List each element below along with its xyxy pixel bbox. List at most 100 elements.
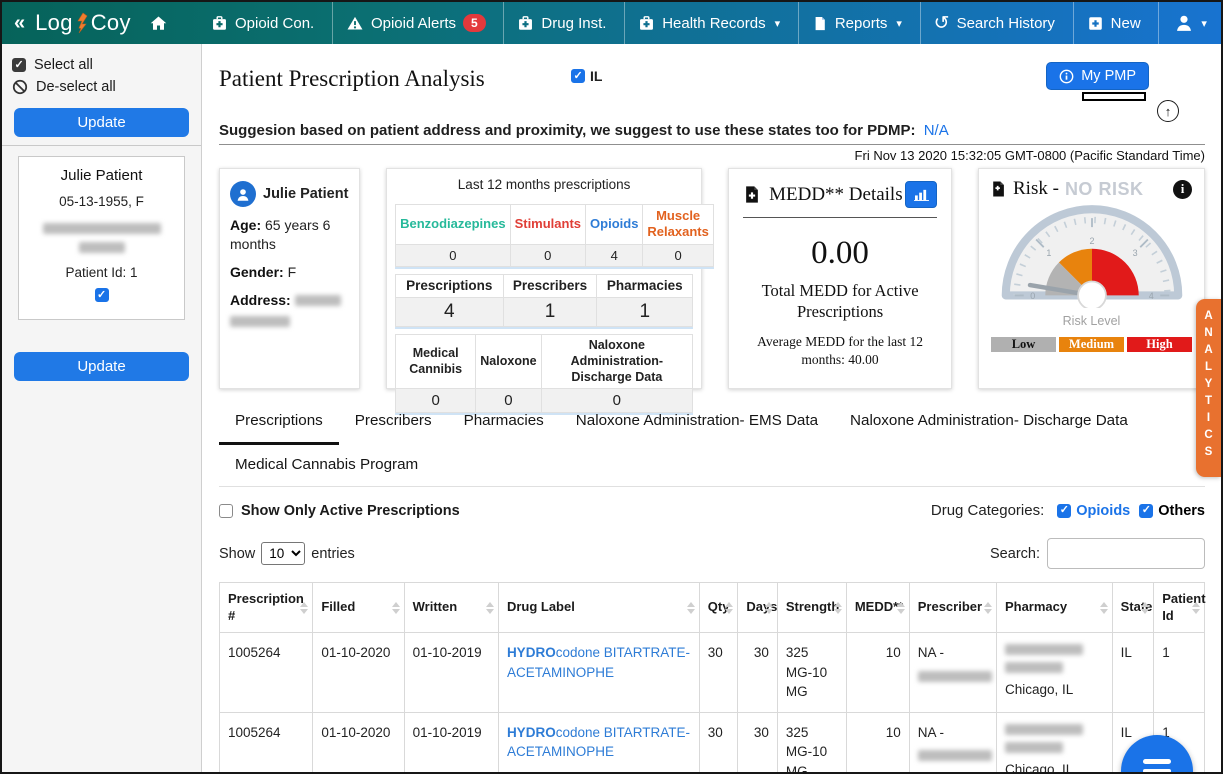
col-pharmacy[interactable]: Pharmacy	[995, 582, 1113, 633]
redacted-pharmacy	[1004, 741, 1063, 753]
select-all-checkbox[interactable]	[12, 58, 26, 72]
pharmacies-count: 1	[596, 297, 694, 328]
col-strength[interactable]: Strength	[776, 582, 847, 633]
others-filter[interactable]: Others	[1139, 503, 1205, 519]
nav-item-search-history[interactable]: ↺ Search History	[919, 2, 1068, 44]
brand-logo[interactable]: Log Coy	[35, 10, 131, 36]
sort-icon	[1099, 601, 1108, 614]
sidebar-collapse-icon[interactable]: «	[14, 11, 26, 34]
analytics-ribbon[interactable]: ANALYTICS	[1196, 299, 1221, 477]
nav-label: Opioid Alerts	[370, 14, 456, 32]
tab-prescriptions[interactable]: Prescriptions	[219, 401, 339, 445]
prescribers-header: Prescribers	[502, 273, 598, 299]
redacted-pharmacy	[1004, 723, 1083, 735]
divider	[743, 217, 937, 218]
nav-label: Search History	[956, 14, 1055, 32]
naloxone-header: Naloxone	[475, 334, 542, 390]
sort-icon	[300, 601, 309, 614]
patient-sidebar: Select all De-select all Update Julie Pa…	[2, 44, 202, 772]
col-days[interactable]: Days	[737, 582, 778, 633]
state-il-label: IL	[590, 68, 603, 84]
naloxone-count: 0	[475, 388, 542, 414]
tab-naloxone-discharge[interactable]: Naloxone Administration- Discharge Data	[850, 412, 1128, 429]
state-il-checkbox[interactable]	[571, 69, 585, 83]
prescriptions-count: 4	[395, 297, 504, 328]
main-content: Patient Prescription Analysis IL My PMP …	[202, 44, 1221, 772]
others-checkbox[interactable]	[1139, 503, 1154, 518]
state-filter-group[interactable]: IL	[571, 68, 602, 84]
active-only-filter[interactable]: Show Only Active Prescriptions	[219, 503, 460, 519]
totals-table: Prescriptions Prescribers Pharmacies 4 1…	[395, 273, 694, 328]
age-label: Age:	[230, 217, 262, 233]
select-all-row[interactable]: Select all	[10, 54, 193, 76]
col-filled[interactable]: Filled	[312, 582, 405, 633]
opioids-count: 4	[585, 243, 644, 267]
tab-pharmacies[interactable]: Pharmacies	[463, 412, 544, 429]
medkit-icon	[213, 15, 226, 30]
risk-info-icon[interactable]: i	[1173, 179, 1192, 199]
cell-filled: 01-10-2020	[312, 632, 405, 713]
suggestion-value-link[interactable]: N/A	[923, 122, 949, 139]
stimulants-count: 0	[509, 243, 587, 267]
tab-naloxone-ems[interactable]: Naloxone Administration- EMS Data	[575, 412, 819, 429]
plus-square-icon	[1088, 16, 1102, 30]
col-medd[interactable]: MEDD**	[845, 582, 910, 633]
nav-item-new[interactable]: New	[1072, 2, 1154, 44]
drug-link[interactable]: HYDROcodone BITARTRATE-ACETAMINOPHE	[506, 645, 690, 680]
col-state[interactable]: State	[1111, 582, 1155, 633]
patient-list-card[interactable]: Julie Patient 05-13-1955, F Patient Id: …	[18, 156, 185, 320]
active-only-checkbox[interactable]	[219, 503, 233, 518]
report-timestamp: Fri Nov 13 2020 15:32:05 GMT-0800 (Pacif…	[854, 148, 1205, 163]
search-input[interactable]	[1047, 538, 1205, 569]
col-written[interactable]: Written	[403, 582, 499, 633]
patient-dob: 05-13-1955, F	[59, 194, 144, 209]
naloxone-discharge-count: 0	[540, 388, 694, 414]
gauge-tick-0: 0	[1030, 291, 1035, 301]
drug-class-header: Muscle Relaxants	[642, 204, 714, 245]
col-patient-id[interactable]: Patient Id	[1153, 582, 1206, 633]
info-icon	[1059, 69, 1074, 83]
nav-item-opioid-alerts[interactable]: Opioid Alerts 5	[331, 2, 499, 44]
nav-item-reports[interactable]: Reports ▾	[797, 2, 915, 44]
update-button-top[interactable]: Update	[14, 108, 189, 137]
cell-prescriber: NA -	[908, 711, 997, 772]
show-label: Show	[219, 545, 256, 562]
user-menu[interactable]: ▾	[1158, 2, 1221, 44]
cell-strength: 325 MG-10 MG	[776, 632, 847, 713]
deselect-all-row[interactable]: De-select all	[10, 76, 193, 98]
cell-medd: 10	[845, 632, 910, 713]
col-prescription-number[interactable]: Prescription #	[218, 582, 314, 633]
my-pmp-button[interactable]: My PMP	[1046, 62, 1149, 90]
opioids-filter[interactable]: Opioids	[1057, 503, 1130, 519]
pharmacies-header: Pharmacies	[596, 273, 694, 299]
tab-medical-cannabis[interactable]: Medical Cannabis Program	[235, 456, 419, 473]
nav-item-opioid-con[interactable]: Opioid Con.	[198, 2, 327, 44]
col-drug-label[interactable]: Drug Label	[497, 582, 700, 633]
cell-rx-number: 1005264	[218, 711, 314, 772]
patient-select-checkbox[interactable]	[94, 288, 109, 302]
legend-high: High	[1127, 337, 1192, 352]
scroll-to-top-button[interactable]: ↑	[1157, 100, 1179, 122]
sort-icon	[983, 601, 992, 614]
cell-drug-label: HYDROcodone BITARTRATE-ACETAMINOPHE	[497, 711, 700, 772]
col-qty[interactable]: Qty	[698, 582, 739, 633]
opioids-label: Opioids	[1076, 502, 1131, 519]
medd-chart-button[interactable]	[905, 181, 937, 208]
tab-prescribers[interactable]: Prescribers	[354, 412, 432, 429]
col-prescriber[interactable]: Prescriber	[908, 582, 997, 633]
cell-written: 01-10-2019	[403, 711, 499, 772]
history-icon: ↺	[933, 12, 950, 34]
chevron-down-icon: ▾	[1201, 17, 1207, 30]
last-12-months-card: Last 12 months prescriptions Benzodiazep…	[386, 168, 714, 414]
patient-id: Patient Id: 1	[65, 265, 138, 280]
select-all-label: Select all	[34, 57, 93, 73]
opioids-checkbox[interactable]	[1057, 503, 1072, 518]
nav-item-health-records[interactable]: Health Records ▾	[624, 2, 793, 44]
update-button-bottom[interactable]: Update	[14, 352, 189, 381]
page-size-select[interactable]: 10	[261, 542, 306, 565]
home-icon[interactable]	[149, 14, 168, 32]
extras-table: Medical Cannibis Naloxone Naloxone Admin…	[395, 334, 694, 414]
nav-item-drug-inst[interactable]: Drug Inst.	[503, 2, 619, 44]
drug-link[interactable]: HYDROcodone BITARTRATE-ACETAMINOPHE	[506, 724, 690, 760]
patient-avatar	[230, 181, 256, 207]
